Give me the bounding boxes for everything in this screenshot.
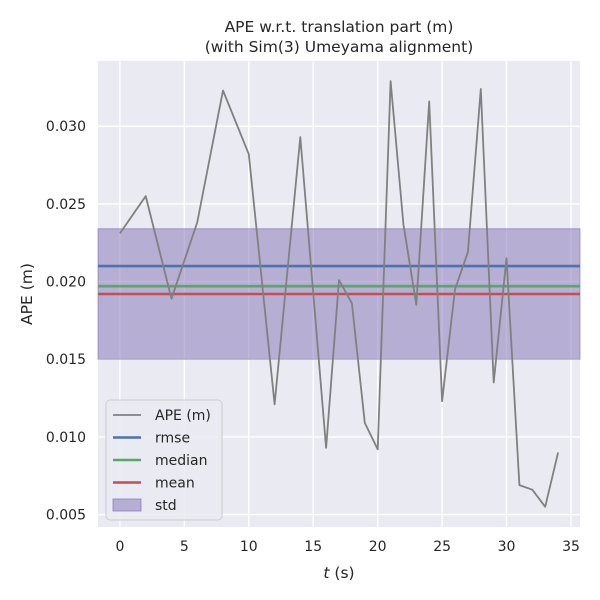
legend-label: rmse [155,431,190,447]
y-tick-label: 0.005 [46,508,86,524]
legend-box [105,399,223,521]
legend: APE (m) rmse median mean std [105,399,223,521]
x-axis-label-var: t [323,564,330,582]
x-tick-label: 10 [240,539,258,555]
ape-series-line [119,80,559,508]
x-tick-labels: 0 5 10 15 20 25 30 35 [115,539,579,555]
x-axis-label-unit: (s) [334,564,354,582]
x-tick-label: 5 [180,539,189,555]
x-tick-label: 35 [562,539,580,555]
legend-label: median [155,453,207,469]
x-tick-label: 20 [369,539,387,555]
x-tick-label: 15 [304,539,322,555]
x-tick-label: 0 [115,539,124,555]
y-tick-label: 0.030 [46,119,86,135]
legend-swatch [112,498,142,512]
y-tick-label: 0.010 [46,430,86,446]
series-layer [119,80,559,508]
chart-subtitle: (with Sim(3) Umeyama alignment) [205,38,474,56]
x-tick-label: 25 [433,539,451,555]
chart-title: APE w.r.t. translation part (m) [225,18,454,36]
legend-label: std [155,498,177,514]
legend-label: APE (m) [155,408,211,424]
y-tick-label: 0.015 [46,352,86,368]
x-tick-label: 30 [498,539,516,555]
y-tick-label: 0.020 [46,275,86,291]
y-tick-label: 0.025 [46,197,86,213]
legend-label: mean [155,476,195,492]
y-tick-labels: 0.005 0.010 0.015 0.020 0.025 0.030 [46,119,86,523]
x-axis-label: t (s) [323,564,354,582]
y-axis-label: APE (m) [18,263,36,325]
